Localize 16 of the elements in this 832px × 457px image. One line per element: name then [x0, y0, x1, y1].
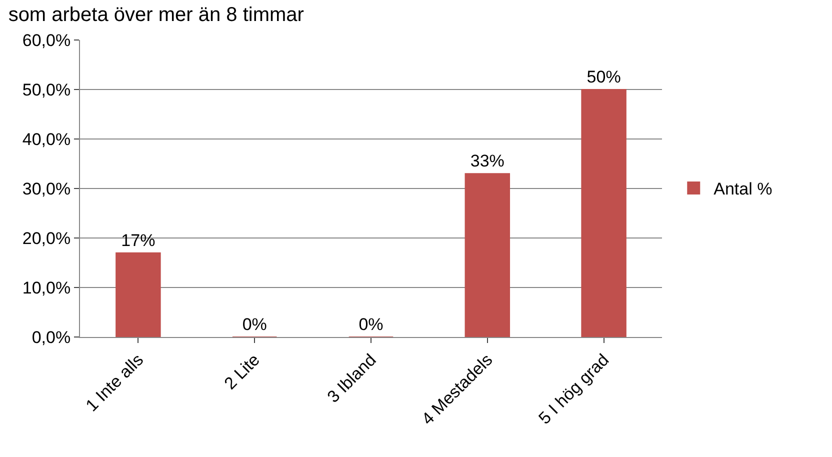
x-tick-label: 1 Inte alls	[82, 350, 148, 416]
y-tick-label: 50,0%	[22, 80, 71, 100]
data-label: 0%	[242, 315, 267, 334]
y-tick-label: 0,0%	[32, 328, 71, 347]
data-label: 0%	[358, 315, 384, 334]
data-label: 50%	[586, 68, 621, 86]
y-tick-label: 20,0%	[22, 228, 71, 248]
x-tick-label: 2 Lite	[220, 350, 264, 394]
legend-label: Antal %	[714, 180, 772, 199]
data-label: 33%	[470, 152, 504, 171]
y-tick-label: 10,0%	[22, 278, 71, 298]
chart-title: som arbeta över mer än 8 timmar	[8, 4, 304, 26]
y-tick-label: 30,0%	[22, 179, 71, 198]
y-tick-label: 40,0%	[22, 130, 71, 149]
y-tick-label: 60,0%	[22, 30, 71, 50]
data-label: 17%	[121, 230, 156, 250]
